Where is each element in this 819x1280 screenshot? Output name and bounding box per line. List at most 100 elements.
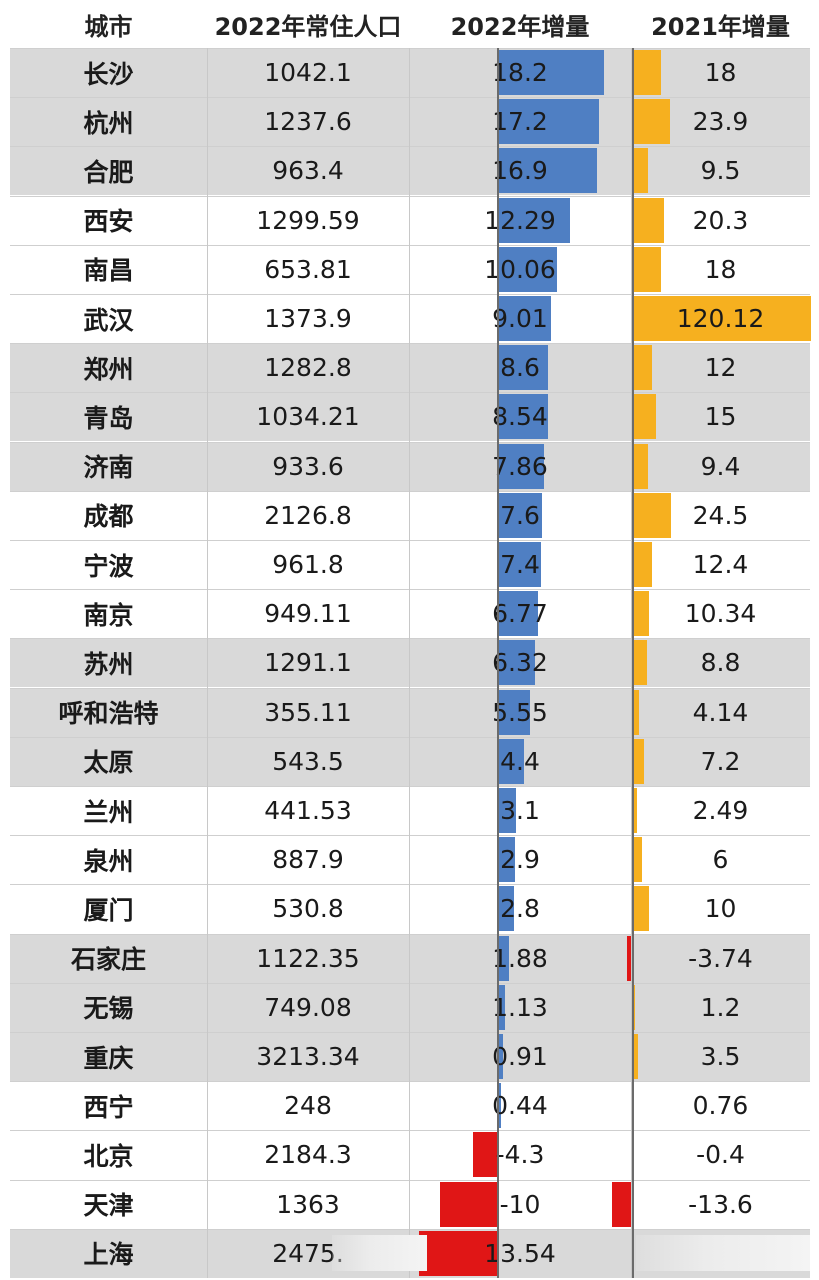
table-row: 苏州 1291.1 6.32 8.8 <box>10 638 810 688</box>
population-cell: 961.8 <box>272 550 344 579</box>
bar-2022-increase <box>498 492 543 538</box>
bar-2022-increase <box>498 50 605 95</box>
row-divider <box>10 343 810 345</box>
row-divider <box>10 97 810 99</box>
bar-2022-increase <box>498 640 535 686</box>
increase-2022-cell: 9.01 <box>492 304 548 333</box>
increase-2022-cell: 4.4 <box>500 746 540 776</box>
header-increase-2021: 2021年增量 <box>651 12 790 41</box>
table-row: 郑州 1282.8 8.6 12 <box>10 343 810 393</box>
city-cell: 宁波 <box>83 551 134 581</box>
city-cell: 呼和浩特 <box>58 699 159 729</box>
increase-2022-cell: 8.54 <box>492 402 548 432</box>
increase-2022-cell: 6.77 <box>492 599 548 629</box>
increase-2022-cell: 17.2 <box>492 107 548 137</box>
bar-2021-increase <box>633 1034 639 1079</box>
bar-2021-increase <box>633 738 645 784</box>
table-row: 厦门 530.8 2.8 10 <box>10 884 810 933</box>
bar-2022-increase <box>498 197 570 243</box>
bar-2021-increase <box>633 886 649 932</box>
bar-2022-increase <box>498 886 515 932</box>
increase-2021-cell: 120.12 <box>676 304 765 333</box>
bar-2021-increase <box>633 296 811 341</box>
table-row: 西安 1299.59 12.29 20.3 <box>10 195 810 245</box>
row-divider <box>10 1179 810 1181</box>
watermark-blur <box>636 1234 810 1271</box>
city-cell: 郑州 <box>83 354 134 384</box>
increase-2022-cell: 18.2 <box>492 58 548 87</box>
bar-2022-increase <box>498 394 548 440</box>
bar-2022-increase <box>498 99 599 145</box>
bar-2021-increase <box>633 640 647 686</box>
table-row: 泉州 887.9 2.9 6 <box>10 835 810 884</box>
row-divider <box>10 933 810 935</box>
bar-2022-increase <box>498 1034 504 1079</box>
population-cell: 933.6 <box>272 451 344 481</box>
increase-2022-cell: 0.44 <box>492 1091 548 1121</box>
table-row: 宁波 961.8 7.4 12.4 <box>10 540 810 589</box>
bar-2021-increase <box>633 542 653 587</box>
increase-2022-cell: 5.55 <box>492 697 548 727</box>
header-city: 城市 <box>84 12 133 41</box>
increase-2022-cell: 12.29 <box>484 205 556 235</box>
city-cell: 太原 <box>83 748 134 778</box>
city-cell: 青岛 <box>83 403 134 433</box>
table-row: 长沙 1042.1 18.2 18 <box>10 48 810 97</box>
city-cell: 南昌 <box>83 256 134 286</box>
row-divider <box>10 786 810 787</box>
population-cell: 248 <box>284 1091 332 1121</box>
table-row: 呼和浩特 355.11 5.55 4.14 <box>10 687 810 737</box>
row-divider <box>10 244 810 246</box>
population-cell: 543.5 <box>272 746 344 776</box>
row-divider <box>10 195 810 197</box>
city-cell: 兰州 <box>83 797 134 827</box>
bar-2021-increase <box>633 197 665 243</box>
header-population-2022: 2022年常住人口 <box>214 12 402 41</box>
population-cell: 653.81 <box>264 254 352 284</box>
population-cell: 749.08 <box>264 992 352 1022</box>
city-cell: 西安 <box>83 207 134 237</box>
table-row: 太原 543.5 4.4 7.2 <box>10 736 810 786</box>
column-divider <box>207 48 208 1278</box>
bar-2021-increase <box>633 689 640 735</box>
table-row: 重庆 3213.34 0.91 3.5 <box>10 1032 810 1081</box>
city-cell: 长沙 <box>83 59 134 89</box>
bar-2021-increase <box>633 837 643 883</box>
increase-2022-cell: 0.91 <box>492 1042 548 1071</box>
watermark-blur <box>332 1234 427 1271</box>
row-divider <box>10 441 810 443</box>
city-cell: 济南 <box>83 453 134 483</box>
population-cell: 1034.21 <box>256 402 360 432</box>
city-cell: 武汉 <box>83 305 134 335</box>
table-row: 兰州 441.53 3.1 2.49 <box>10 786 810 835</box>
increase-2022-cell: 7.86 <box>492 451 548 481</box>
header-increase-2022: 2022年增量 <box>450 12 590 41</box>
increase-2021-cell: 9.5 <box>700 156 741 186</box>
column-divider <box>409 48 410 1278</box>
column-divider <box>631 48 632 1278</box>
table-row: 南京 949.11 6.77 10.34 <box>10 589 810 638</box>
bar-2021-increase <box>633 443 648 489</box>
increase-2021-cell: 2.49 <box>692 796 749 825</box>
population-cell: 1122.35 <box>256 943 360 973</box>
row-divider <box>10 835 810 837</box>
bar-2022-increase <box>498 345 549 391</box>
bar-2022-increase <box>498 837 515 883</box>
table-row: 石家庄 1122.35 1.88 -3.74 <box>10 933 810 983</box>
bar-2021-increase <box>627 935 633 981</box>
bar-2022-increase <box>472 1132 498 1178</box>
increase-2022-cell: -10 <box>499 1189 541 1219</box>
increase-2022-cell: 3.1 <box>500 796 540 825</box>
population-cell: 530.8 <box>272 894 344 924</box>
bar-2022-increase <box>498 738 524 784</box>
increase-2022-cell: 1.13 <box>492 992 548 1022</box>
city-cell: 成都 <box>83 502 134 532</box>
table-row: 西宁 248 0.44 0.76 <box>10 1081 810 1130</box>
population-cell: 1363 <box>276 1189 340 1219</box>
row-divider <box>10 884 810 886</box>
population-cell: 887.9 <box>272 845 344 875</box>
population-cell: 1299.59 <box>256 205 360 235</box>
row-divider <box>10 1130 810 1132</box>
city-cell: 重庆 <box>83 1043 134 1073</box>
row-divider <box>10 540 810 541</box>
